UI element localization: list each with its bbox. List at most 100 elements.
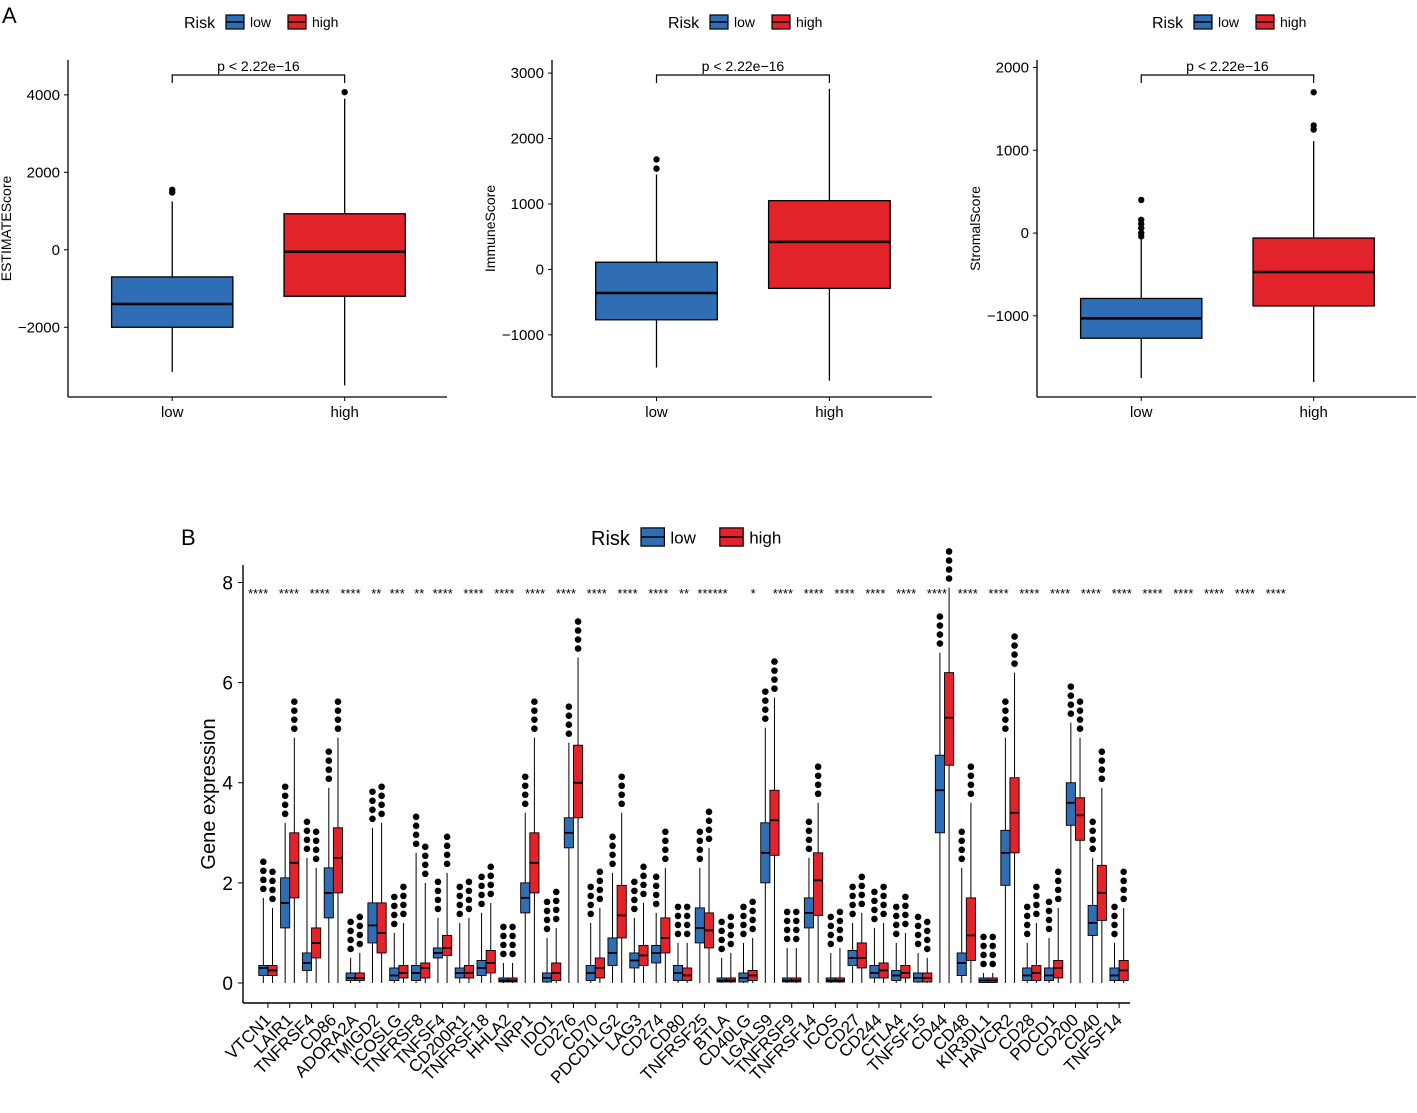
outlier-point-low <box>347 927 354 935</box>
outlier-point-high <box>967 790 975 798</box>
outlier-point-high <box>1098 775 1106 783</box>
outlier-point-high <box>749 925 756 933</box>
gene-group-hhla2 <box>498 923 518 983</box>
y-tick-label: 2000 <box>996 59 1029 76</box>
outlier-point-low <box>652 873 660 881</box>
outlier-point-low <box>434 887 442 895</box>
x-tick-label: low <box>161 404 184 421</box>
outlier-point-high <box>792 917 800 925</box>
outlier-point-high <box>509 923 516 931</box>
outlier-point-low <box>1045 925 1053 933</box>
box-high <box>813 852 824 916</box>
outlier-point-low <box>412 840 420 848</box>
outlier-point-low <box>325 775 333 783</box>
outlier-point-low <box>543 916 551 924</box>
outlier-point-high <box>771 658 778 665</box>
box-low <box>956 952 967 976</box>
outlier-point-high <box>989 951 997 959</box>
outlier-point-high <box>443 833 451 841</box>
outlier-point-high <box>465 905 473 913</box>
legend-title: Risk <box>1152 15 1184 32</box>
outlier-point-low <box>609 860 616 868</box>
outlier-point <box>1310 89 1317 96</box>
outlier-point-low <box>696 855 704 863</box>
outlier-point-low <box>783 926 791 934</box>
outlier-point-high <box>312 846 320 854</box>
y-tick-label: 1000 <box>511 196 544 213</box>
outlier-point-low <box>521 791 529 799</box>
outlier-point-high <box>1054 868 1062 876</box>
chart-stromalscore: Risk low high −1000 0 1000 2000 StromalScore low… <box>967 14 1416 421</box>
outlier-point-low <box>1045 907 1053 915</box>
outlier-point <box>653 165 660 172</box>
outlier-point-low <box>434 878 442 886</box>
outlier-point-high <box>443 842 451 850</box>
outlier-point-high <box>705 835 713 843</box>
outlier-point-high <box>574 618 582 625</box>
gene-group-cd200 <box>1065 683 1086 983</box>
significance-stars: ** <box>679 586 689 601</box>
outlier-point-low <box>1111 903 1118 911</box>
outlier-point-high <box>291 707 298 714</box>
outlier-point-low <box>369 797 376 805</box>
chart-estimatescore: Risk low high −2000 0 2000 4000 ESTIMATEScore lo… <box>0 14 447 421</box>
box-high <box>767 88 891 381</box>
outlier-point-low <box>434 905 442 913</box>
significance-stars: **** <box>1142 586 1162 601</box>
outlier-point-low <box>958 846 966 854</box>
outlier-point-low <box>740 930 747 938</box>
outlier-point-high <box>334 725 342 732</box>
outlier-point-high <box>312 828 320 836</box>
significance-stars: **** <box>1266 586 1286 601</box>
legend-label-high: high <box>749 529 781 548</box>
outlier-point-low <box>281 801 289 809</box>
outlier-point-high <box>378 783 385 791</box>
gene-group-cd200r1 <box>454 878 474 983</box>
outlier-point-high <box>1033 910 1040 918</box>
outlier-point-low <box>631 896 638 904</box>
significance-stars: *** <box>390 586 405 601</box>
outlier-point-low <box>325 766 333 774</box>
box-high <box>573 744 584 819</box>
outlier-point-high <box>356 922 364 930</box>
outlier-point-high <box>443 860 451 868</box>
outlier-point-low <box>1089 827 1096 835</box>
box-low <box>258 965 269 976</box>
x-tick-label: high <box>330 404 358 421</box>
outlier-point-high <box>596 886 604 894</box>
outlier-point-high <box>552 897 560 905</box>
x-tick-label: low <box>1130 404 1153 421</box>
outlier-point-low <box>762 706 769 713</box>
significance-bracket <box>655 74 830 83</box>
outlier-point-low <box>1002 707 1009 714</box>
y-axis-title: Gene expression <box>198 718 220 869</box>
outlier-point-low <box>980 942 987 950</box>
outlier-point-low <box>718 918 725 926</box>
outlier-point-low <box>369 806 376 814</box>
outlier-point-low <box>1002 725 1009 732</box>
gene-group-tnfrsf4 <box>301 818 322 983</box>
outlier-point-low <box>521 782 529 790</box>
outlier-point-low <box>347 936 354 944</box>
gene-group-cd40lg <box>738 898 758 983</box>
y-tick-label: −2000 <box>18 319 60 336</box>
box-low <box>595 156 718 368</box>
box-low <box>1109 967 1120 981</box>
outlier-point-high <box>771 685 778 692</box>
outlier-point-high <box>531 707 538 714</box>
outlier-point-low <box>303 818 311 826</box>
outlier-point-low <box>347 918 354 926</box>
outlier-point-high <box>291 716 298 723</box>
outlier-point-low <box>762 697 769 704</box>
outlier-point-low <box>1067 683 1075 690</box>
outlier-point-high <box>967 763 975 771</box>
outlier-point-low <box>849 910 856 918</box>
outlier-point-low <box>1067 710 1075 717</box>
outlier-point-high <box>269 868 276 876</box>
significance-stars: **** <box>988 586 1008 601</box>
box-low <box>1065 782 1076 826</box>
p-value-label: p < 2.22e−16 <box>217 58 300 74</box>
outlier-point-high <box>269 877 276 885</box>
